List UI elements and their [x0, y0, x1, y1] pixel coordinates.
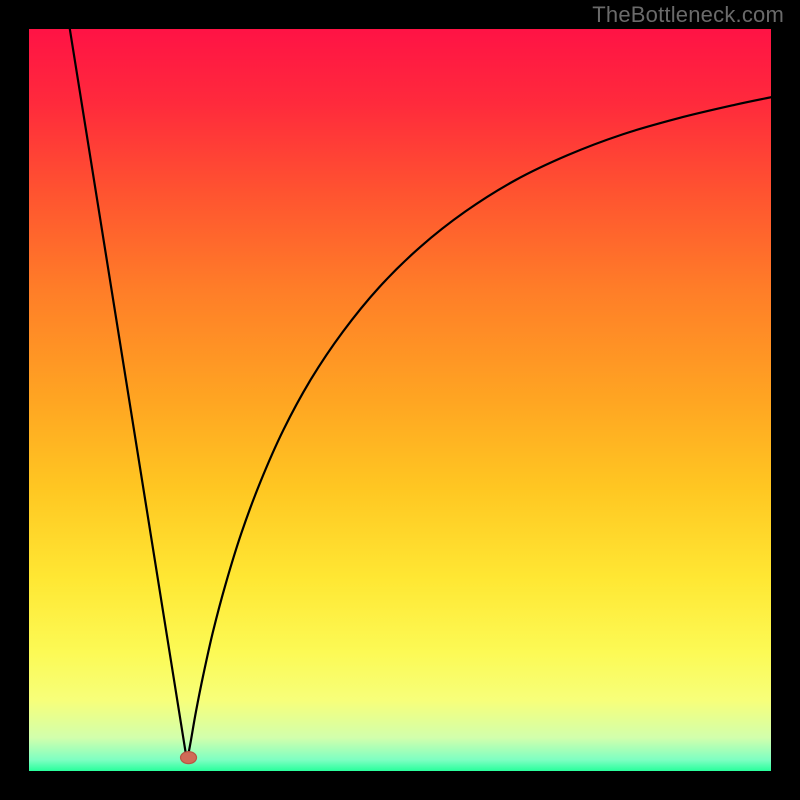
optimal-point-marker [181, 752, 197, 764]
plot-area [29, 29, 771, 771]
chart-frame: TheBottleneck.com [0, 0, 800, 800]
plot-svg [29, 29, 771, 771]
watermark-text: TheBottleneck.com [592, 2, 784, 28]
gradient-background [29, 29, 771, 771]
